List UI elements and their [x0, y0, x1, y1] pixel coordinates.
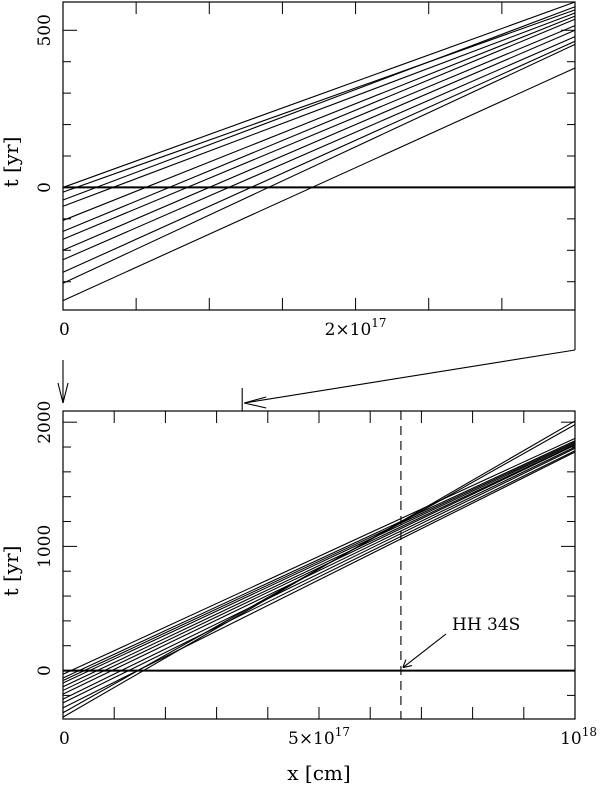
connector-diagonal-line: [244, 349, 576, 404]
top-series-line-12: [62, 67, 576, 302]
top-series-line-1: [62, 1, 576, 188]
bottom-series-line-2: [62, 440, 576, 679]
top-series-line-4: [62, 12, 576, 207]
bottom-series-line-1: [62, 437, 576, 675]
bottom-frame: [62, 410, 576, 720]
bottom-x-tick-exponent-2: 17: [335, 725, 350, 739]
top-tick-labels: 0 500 0 2×1017: [35, 14, 387, 340]
top-x-tick-label-2: 2×1017: [325, 316, 387, 340]
bottom-ticks: [63, 411, 575, 719]
bottom-panel: 0 1000 2000 0 5×1017 1018 t [yr] x [cm] HH 34…: [0, 401, 597, 785]
bottom-x-tick-label-2: 5×1017: [288, 725, 350, 749]
annotation: HH 34S: [402, 615, 520, 669]
bottom-series-line-7: [62, 446, 576, 695]
bottom-y-tick-label-2: 1000: [35, 525, 55, 568]
origin-arrow-head: [57, 382, 69, 404]
bottom-series-line-3: [62, 441, 576, 681]
bottom-x-tick-exponent-3: 18: [582, 725, 597, 739]
x-axis-label: x [cm]: [287, 761, 350, 785]
bottom-series-line-12: [62, 420, 576, 718]
bottom-series-group: [62, 420, 576, 718]
top-series-line-9: [62, 36, 576, 261]
top-series-group: [62, 1, 576, 302]
bottom-series-line-6: [62, 444, 576, 691]
bottom-series-line-5: [62, 444, 576, 688]
top-y-axis-label: t [yr]: [0, 137, 23, 188]
top-series-line-5: [62, 15, 576, 221]
annotation-arrow-head: [402, 659, 413, 669]
bottom-y-axis-label: t [yr]: [0, 546, 23, 597]
annotation-arrow-shaft: [402, 633, 447, 668]
top-panel: 0 500 0 2×1017 t [yr]: [0, 1, 576, 340]
zoom-connector: [57, 310, 576, 411]
top-series-line-2: [62, 9, 576, 193]
bottom-x-tick-label-1: 0: [59, 729, 70, 749]
top-y-tick-label-2: 500: [35, 14, 55, 46]
top-series-line-11: [62, 43, 576, 284]
top-frame: [62, 1, 576, 311]
top-series-line-8: [62, 29, 576, 251]
top-series-line-10: [62, 40, 576, 273]
top-series-line-7: [62, 25, 576, 240]
top-series-line-3: [62, 6, 576, 201]
bottom-series-line-8: [62, 447, 576, 700]
top-ticks: [63, 2, 575, 310]
connector-arrow-head: [244, 396, 267, 409]
bottom-y-tick-label-1: 0: [35, 665, 55, 676]
bottom-series-line-4: [62, 442, 576, 684]
top-x-tick-label-1: 0: [59, 320, 70, 340]
top-series-line-6: [62, 18, 576, 232]
top-y-tick-label-1: 0: [35, 182, 55, 193]
bottom-series-line-9: [62, 450, 576, 704]
bottom-tick-labels: 0 1000 2000 0 5×1017 1018: [35, 401, 597, 749]
annotation-label: HH 34S: [452, 615, 520, 635]
bottom-x-tick-label-3: 1018: [560, 725, 597, 749]
bottom-y-tick-label-3: 2000: [35, 401, 55, 444]
top-x-tick-exponent-2: 17: [371, 316, 386, 330]
